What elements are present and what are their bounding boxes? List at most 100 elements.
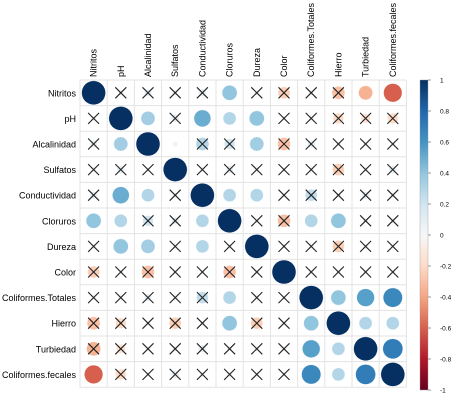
insignificant-mark — [278, 86, 290, 99]
corr-circle-3-3 — [162, 157, 188, 182]
insignificant-mark — [278, 368, 290, 381]
insignificant-mark — [87, 317, 100, 330]
insignificant-mark — [278, 240, 290, 253]
corr-circle-4-6 — [250, 188, 264, 202]
insignificant-mark — [114, 266, 127, 278]
insignificant-mark — [250, 317, 263, 330]
insignificant-mark — [250, 266, 263, 278]
row-label: Dureza — [47, 242, 76, 252]
insignificant-mark — [305, 138, 318, 150]
insignificant-mark — [169, 214, 182, 227]
corr-circle-10-10 — [353, 336, 378, 361]
row-label: Sulfatos — [43, 165, 76, 175]
insignificant-mark — [169, 342, 182, 355]
row-label: Conductividad — [19, 191, 76, 201]
corr-circle-8-5 — [222, 290, 237, 305]
column-label: Color — [279, 55, 289, 77]
insignificant-mark — [359, 163, 372, 176]
corr-circle-9-9 — [326, 311, 351, 336]
insignificant-mark — [169, 240, 182, 253]
insignificant-mark — [142, 317, 154, 330]
insignificant-mark — [305, 86, 318, 99]
corr-circle-2-2 — [135, 131, 161, 157]
corr-circle-4-5 — [222, 188, 237, 202]
corr-circle-2-1 — [113, 136, 129, 152]
insignificant-mark — [223, 138, 236, 150]
legend-tick-label: 0 — [440, 233, 444, 240]
insignificant-mark — [169, 189, 182, 202]
corr-circle-6-4 — [195, 239, 210, 254]
insignificant-mark — [332, 112, 345, 125]
corr-circle-4-4 — [190, 182, 215, 208]
corr-circle-2-6 — [249, 136, 265, 152]
insignificant-mark — [359, 214, 372, 227]
legend-tick-label: -0.2 — [440, 264, 452, 271]
legend-tick-label: 0.6 — [440, 140, 449, 147]
legend-tick-label: -0.4 — [440, 295, 452, 302]
insignificant-mark — [278, 138, 290, 150]
insignificant-mark — [114, 368, 127, 381]
insignificant-mark — [332, 86, 345, 99]
corr-circle-4-2 — [141, 188, 155, 202]
row-label: Cloruros — [42, 216, 77, 226]
insignificant-mark — [359, 112, 372, 125]
column-label: Coliformes.Totales — [306, 2, 316, 77]
insignificant-mark — [196, 163, 209, 176]
insignificant-mark — [223, 368, 236, 381]
insignificant-mark — [359, 138, 372, 150]
insignificant-mark — [87, 163, 100, 176]
corr-circle-5-4 — [195, 214, 210, 228]
row-label: Nitritos — [48, 88, 77, 98]
corr-circle-1-1 — [108, 106, 134, 131]
corr-circle-11-0 — [84, 364, 104, 384]
corr-circle-7-7 — [271, 259, 297, 285]
corr-circle-1-5 — [222, 111, 237, 126]
row-label: Hierro — [51, 319, 76, 329]
insignificant-mark — [87, 342, 100, 355]
corr-circle-1-6 — [249, 110, 265, 127]
row-label: Turbiedad — [36, 344, 76, 354]
insignificant-mark — [87, 189, 100, 202]
insignificant-mark — [142, 342, 154, 355]
corr-circle-8-11 — [382, 287, 403, 308]
insignificant-mark — [305, 266, 318, 278]
column-label: Alcalinidad — [143, 33, 153, 77]
insignificant-mark — [386, 112, 399, 125]
insignificant-mark — [278, 112, 290, 125]
insignificant-mark — [250, 86, 263, 99]
insignificant-mark — [87, 240, 100, 253]
insignificant-mark — [142, 163, 154, 176]
insignificant-mark — [169, 112, 182, 125]
insignificant-mark — [196, 138, 209, 150]
column-label: Conductividad — [197, 20, 207, 77]
insignificant-mark — [196, 86, 209, 99]
legend-tick-label: -0.6 — [440, 326, 452, 333]
insignificant-mark — [278, 163, 290, 176]
insignificant-mark — [332, 163, 345, 176]
column-label: Hierro — [333, 52, 343, 77]
insignificant-mark — [114, 317, 127, 330]
insignificant-mark — [223, 342, 236, 355]
legend-tick-label: -1 — [440, 388, 446, 395]
corr-circle-11-9 — [331, 367, 346, 382]
column-label: Coliformes.fecales — [388, 2, 398, 77]
corr-circle-0-10 — [358, 85, 373, 101]
insignificant-mark — [223, 240, 236, 253]
insignificant-mark — [196, 368, 209, 381]
corr-circle-10-8 — [302, 339, 321, 358]
insignificant-mark — [359, 266, 372, 278]
corr-circle-11-8 — [301, 364, 322, 385]
column-label: pH — [116, 65, 126, 77]
row-label: Alcalinidad — [32, 140, 76, 150]
legend-tick-label: 1 — [440, 78, 444, 85]
insignificant-mark — [169, 291, 182, 304]
row-label: pH — [64, 114, 76, 124]
insignificant-mark — [386, 240, 399, 253]
insignificant-mark — [250, 368, 263, 381]
insignificant-mark — [386, 189, 399, 202]
insignificant-mark — [196, 317, 209, 330]
insignificant-mark — [196, 342, 209, 355]
insignificant-mark — [142, 266, 154, 278]
corr-circle-11-10 — [355, 364, 376, 385]
insignificant-mark — [250, 214, 263, 227]
